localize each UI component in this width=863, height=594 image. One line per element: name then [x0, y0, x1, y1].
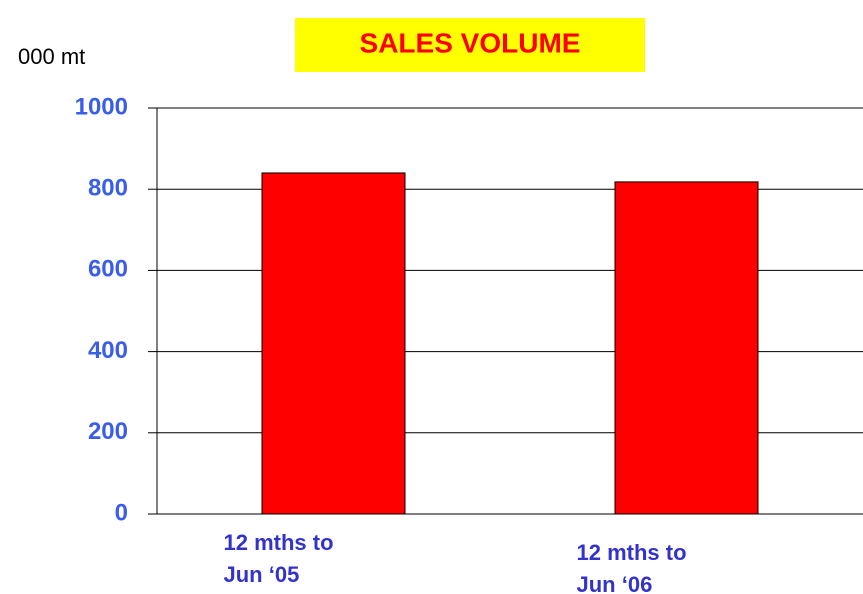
bar — [261, 172, 406, 515]
bar — [614, 181, 759, 515]
x-tick-label: 12 mths to Jun ‘05 — [224, 530, 334, 587]
x-tick-label: 12 mths to Jun ‘06 — [577, 540, 687, 594]
y-tick-label: 200 — [88, 418, 128, 445]
y-tick-label: 1000 — [75, 93, 128, 120]
title-box — [295, 18, 645, 72]
y-tick-label: 0 — [115, 499, 128, 526]
y-tick-label: 800 — [88, 175, 128, 202]
y-tick-label: 600 — [88, 256, 128, 283]
y-axis-label: 000 mt — [18, 44, 85, 69]
y-tick-label: 400 — [88, 337, 128, 364]
chart-title: SALES VOLUME — [360, 27, 581, 58]
